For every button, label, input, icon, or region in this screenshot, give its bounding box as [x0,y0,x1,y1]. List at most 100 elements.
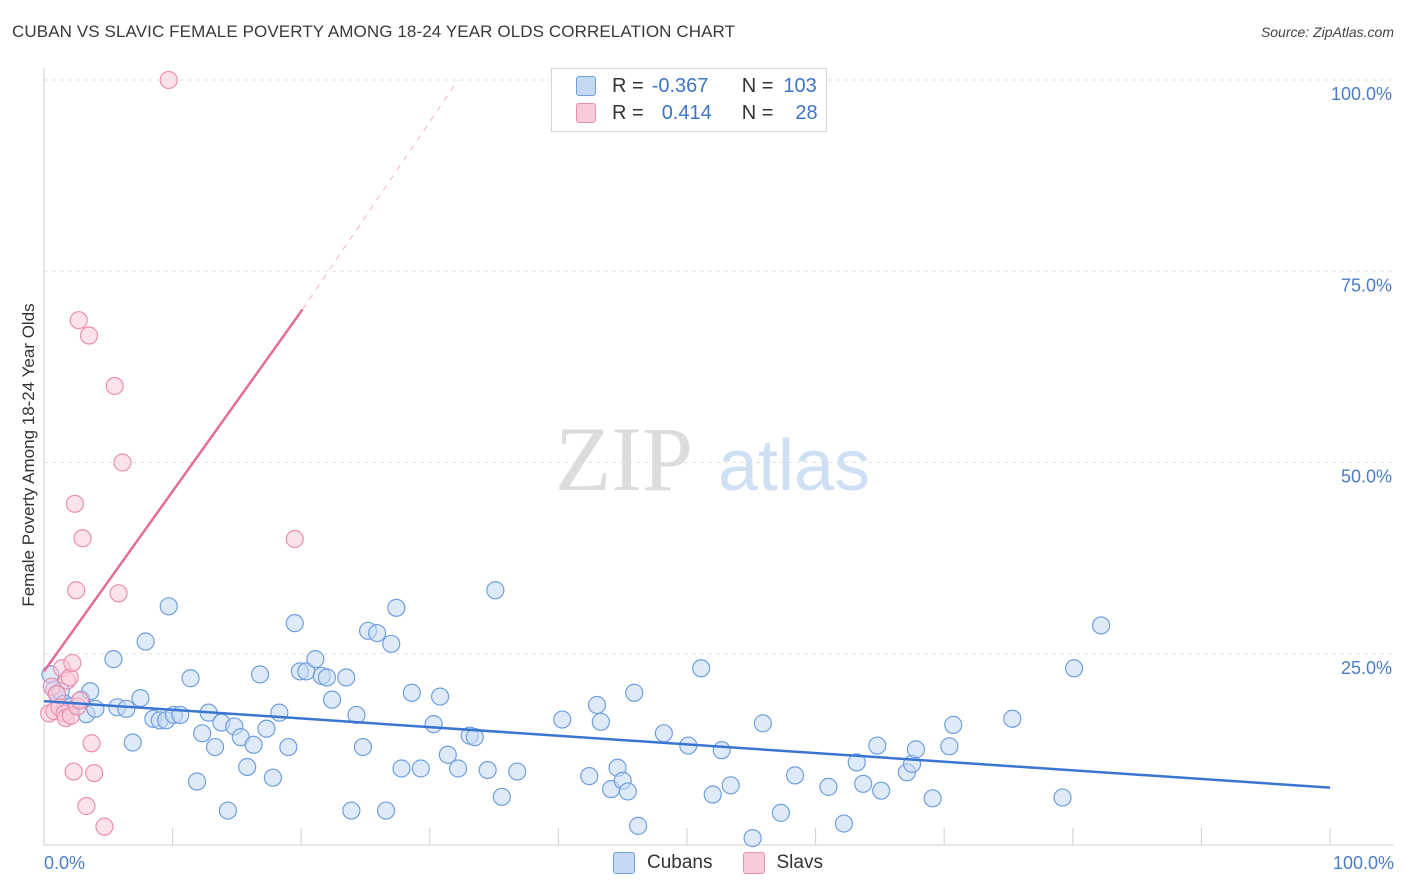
y-tick-label: 100.0% [1331,84,1392,104]
slavs-point [65,494,84,513]
cubans-point [123,733,142,752]
slavs-trend-line [42,308,304,673]
correlation-legend: R = -0.367 N = 103 R = 0.414 N = 28 [551,68,827,132]
cubans-point [285,614,304,633]
cubans-point [872,781,891,800]
cubans-point [906,740,926,759]
cubans-point [257,719,276,738]
cubans-point [692,659,711,678]
trend-lines [42,79,1331,789]
cubans-point [492,787,511,806]
cubans-point [944,715,963,734]
cubans-point [1064,659,1084,678]
slavs-point [95,817,114,836]
watermark: ZIP atlas [555,408,870,510]
cubans-swatch-icon [576,76,596,96]
cubans-point [625,683,644,702]
legend-label-slavs: Slavs [776,852,823,873]
cubans-point [486,581,505,600]
cubans-point [438,745,457,764]
watermark-zip: ZIP [555,408,693,510]
slavs-legend-icon [742,852,765,874]
cubans-point [136,632,155,651]
cubans-trend-line [43,699,1331,789]
cubans-point [193,724,212,743]
y-tick-label: 25.0% [1341,658,1392,678]
cubans-point [430,687,450,706]
cubans-point [382,634,401,653]
legend-item-slavs: Slavs [742,852,823,874]
cubans-point [771,803,790,822]
cubans-point [104,650,123,669]
slavs-point [70,691,90,710]
cubans-point [654,724,673,743]
legend-n-value: 28 [795,101,818,124]
y-tick-label: 75.0% [1341,275,1392,295]
cubans-point [86,699,105,718]
cubans-point [347,705,366,725]
cubans-point [743,829,762,848]
y-axis-title: Female Poverty Among 18-24 Year Olds [19,303,38,606]
slavs-point [105,376,124,396]
cubans-point [181,669,200,688]
slavs-point [77,796,96,816]
cubans-point [376,801,396,820]
x-tick-label: 100.0% [1333,853,1394,873]
cubans-point [250,665,270,684]
cubans-point [159,597,178,616]
slavs-point [109,584,128,603]
cubans-point [205,737,225,757]
slavs-point [285,529,304,549]
cubans-point [785,766,805,785]
cubans-point [854,774,873,793]
cubans-point [753,714,772,733]
cubans-point [117,699,136,718]
cubans-point [392,759,411,778]
legend-r-label: R = [612,74,644,97]
legend-n-label: N = [741,74,774,97]
data-points [40,70,1111,848]
legend-r-value: 0.414 [661,101,712,124]
source-label: Source: ZipAtlas.com [1260,24,1394,40]
slavs-point [85,763,104,783]
cubans-point [337,668,356,687]
cubans-point [402,683,421,702]
cubans-point [187,772,207,791]
legend-row-cubans: R = -0.367 N = 103 [552,73,817,99]
cubans-point [508,762,527,781]
cubans-legend-icon [613,852,635,874]
cubans-point [367,623,387,643]
cubans-point [940,737,959,756]
slavs-point [69,311,88,330]
cubans-point [322,690,342,709]
cubans-point [353,737,373,757]
cubans-point [317,668,337,687]
cubans-point [279,737,298,757]
slavs-point [159,70,178,90]
x-tick-label: 0.0% [44,853,85,873]
cubans-point [703,785,722,804]
slavs-point [113,453,132,472]
cubans-point [721,776,740,795]
legend-row-slavs: R = 0.414 N = 28 [552,100,818,126]
cubans-point [847,753,866,772]
slavs-point [82,734,101,753]
cubans-point [306,650,325,669]
legend-n-value: 103 [783,74,817,97]
cubans-point [478,760,497,780]
cubans-point [411,759,430,778]
cubans-point [465,728,484,747]
slavs-point [67,581,86,600]
slavs-swatch-icon [576,103,596,123]
cubans-point [587,695,607,715]
legend-r-value: -0.367 [651,74,709,97]
cubans-point [591,712,610,731]
cubans-point [244,735,263,754]
chart-title: CUBAN VS SLAVIC FEMALE POVERTY AMONG 18-… [12,22,736,41]
watermark-atlas: atlas [718,426,870,506]
slavs-trend-extension [302,79,459,310]
cubans-point [263,768,283,787]
cubans-point [553,710,572,729]
cubans-point [1091,616,1111,635]
legend-label-cubans: Cubans [647,852,713,873]
